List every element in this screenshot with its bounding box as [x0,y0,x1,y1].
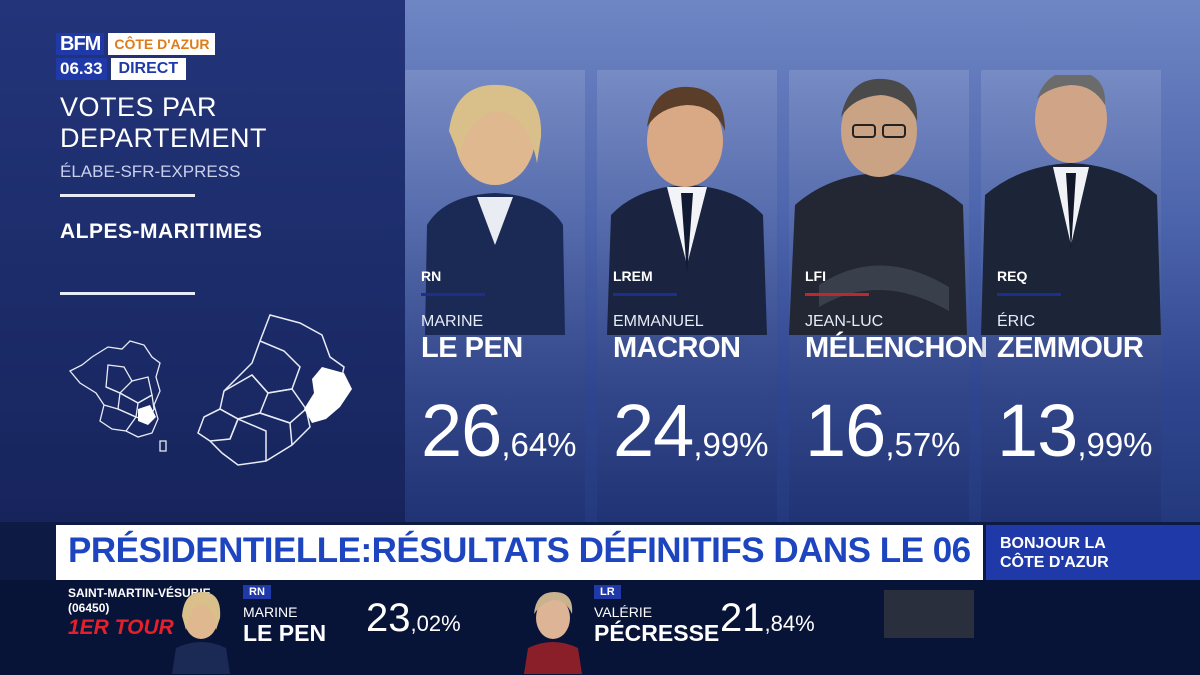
ticker-score-integer: 23 [366,596,411,640]
candidate-first-name: JEAN-LUC [805,313,884,330]
clock-time: 06.33 [56,58,107,80]
score-decimal: ,57% [885,426,961,463]
divider [60,292,195,295]
candidate-score: 16,57% [805,388,961,473]
candidate-first-name: MARINE [421,313,484,330]
ticker-last-name: PÉCRESSE [594,620,720,646]
party-color-bar [613,293,677,296]
france-map-icon [68,340,167,452]
ticker-score-decimal: ,84% [764,611,815,636]
show-title-line1: BONJOUR LA [1000,535,1106,552]
score-integer: 13 [997,389,1078,472]
candidate-first-name: EMMANUEL [613,313,704,330]
party-label: RN [421,268,442,284]
ticker-score: 23,02% [366,596,461,641]
ticker-score-integer: 21 [720,596,765,640]
ticker-party-label: RN [243,585,271,599]
party-label: LREM [613,268,653,284]
avatar [172,592,230,674]
party-label: LFI [805,268,826,284]
score-decimal: ,99% [693,426,769,463]
candidate-portrait [789,78,967,335]
score-decimal: ,99% [1077,426,1153,463]
show-title-line2: CÔTE D'AZUR [1000,554,1109,571]
ticker-score-decimal: ,02% [410,611,461,636]
ticker-last-name: LE PEN [243,620,327,646]
party-color-bar [421,293,485,296]
candidate-portrait [607,86,767,335]
score-integer: 24 [613,389,694,472]
score-decimal: ,64% [501,426,577,463]
left-info-panel: BFM CÔTE D'AZUR 06.33 DIRECT VOTES PAR D… [0,0,405,522]
candidate-score: 24,99% [613,388,769,473]
department-maps [68,314,352,466]
candidate-last-name: MÉLENCHON [805,332,988,364]
ticker-placeholder-box [884,590,974,638]
highlighted-region [304,367,352,423]
headline-banner: PRÉSIDENTIELLE:RÉSULTATS DÉFINITIFS DANS… [56,525,983,580]
ticker-first-name: VALÉRIE [594,604,653,620]
show-title: BONJOUR LA CÔTE D'AZUR [1000,534,1109,572]
candidate-score: 26,64% [421,388,577,473]
ticker-first-name: MARINE [243,604,298,620]
avatar [524,592,582,674]
department-name: ALPES-MARITIMES [60,220,263,243]
candidate-last-name: LE PEN [421,332,523,364]
round-label: 1ER TOUR [68,616,174,639]
divider [60,194,195,197]
poll-source: ÉLABE-SFR-EXPRESS [60,162,241,181]
town-name: SAINT-MARTIN-VÉSUBIE [68,586,211,600]
ticker-location: SAINT-MARTIN-VÉSUBIE (06450) [68,586,211,616]
panel-title: VOTES PAR DEPARTEMENT [60,92,268,153]
candidate-card-macron: LREM EMMANUEL MACRON 24,99% [597,0,781,522]
candidate-portrait [981,75,1161,335]
show-title-box: BONJOUR LA CÔTE D'AZUR [986,525,1200,580]
candidate-score: 13,99% [997,388,1153,473]
headline-text: PRÉSIDENTIELLE:RÉSULTATS DÉFINITIFS DANS… [68,531,971,570]
score-integer: 16 [805,389,886,472]
brand-label: BFM [56,33,105,55]
ticker-score: 21,84% [720,596,815,641]
party-color-bar [997,293,1061,296]
candidate-card-zemmour: REQ ÉRIC ZEMMOUR 13,99% [981,0,1165,522]
candidate-portrait [425,84,565,335]
results-ticker: SAINT-MARTIN-VÉSUBIE (06450) 1ER TOUR RN… [0,580,1200,675]
party-color-bar [805,293,869,296]
candidate-card-melenchon: LFI JEAN-LUC MÉLENCHON 16,57% [789,0,988,522]
results-panel: RN MARINE LE PEN 26,64% LREM EMMANUEL MA… [405,0,1200,522]
bfm-logo: BFM CÔTE D'AZUR 06.33 DIRECT [56,33,216,83]
postcode: (06450) [68,601,110,615]
ticker-party-label: LR [594,585,621,599]
candidate-last-name: ZEMMOUR [997,332,1144,364]
highlighted-region-small [138,405,156,425]
party-label: REQ [997,268,1028,284]
candidate-first-name: ÉRIC [997,313,1036,330]
live-badge: DIRECT [110,58,187,80]
candidate-card-lepen: RN MARINE LE PEN 26,64% [405,0,589,522]
candidate-last-name: MACRON [613,332,741,364]
region-label: CÔTE D'AZUR [108,33,216,55]
score-integer: 26 [421,389,502,472]
